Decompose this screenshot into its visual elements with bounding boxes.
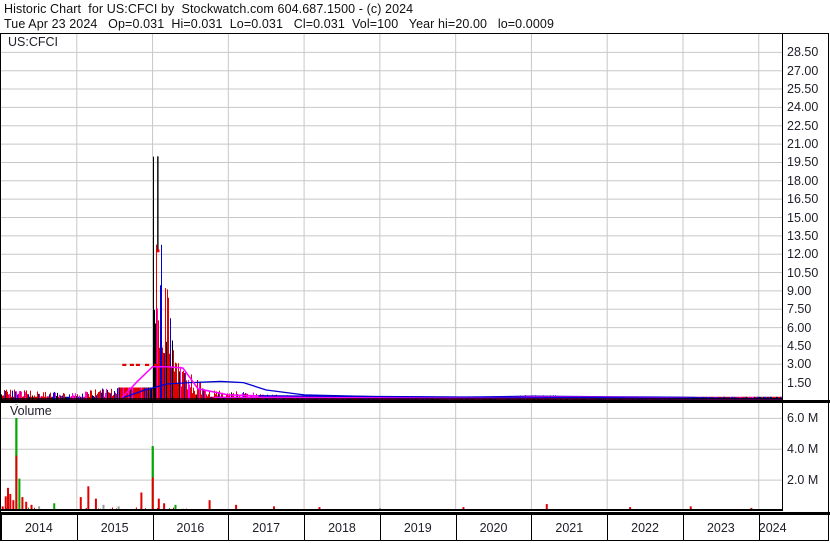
x-axis-divider bbox=[682, 515, 684, 541]
price-axis-tick: 25.50 bbox=[787, 82, 819, 97]
volume-bar bbox=[689, 506, 692, 511]
x-axis-divider bbox=[379, 515, 381, 541]
volume-bar bbox=[140, 492, 143, 511]
volume-bar bbox=[53, 503, 56, 511]
price-axis-tick: 18.00 bbox=[787, 173, 819, 188]
chart-header-quote: Tue Apr 23 2024 Op=0.031 Hi=0.031 Lo=0.0… bbox=[4, 17, 554, 31]
volume-bar bbox=[545, 504, 548, 511]
x-axis-divider bbox=[1, 515, 2, 541]
price-plot-svg bbox=[1, 34, 782, 401]
volume-bar bbox=[12, 500, 15, 511]
price-axis-tick: 3.00 bbox=[787, 357, 812, 372]
chart-header-title: Historic Chart for US:CFCI by Stockwatch… bbox=[4, 2, 414, 16]
volume-bar bbox=[9, 494, 12, 511]
volume-bar bbox=[7, 487, 10, 511]
x-axis-tick: 2021 bbox=[555, 521, 584, 535]
symbol-label: US:CFCI bbox=[6, 35, 60, 49]
x-axis-tick: 2024 bbox=[758, 521, 787, 535]
price-axis-tick: 22.50 bbox=[787, 118, 819, 133]
x-axis-divider bbox=[76, 515, 78, 541]
x-axis-divider bbox=[455, 515, 457, 541]
volume-bar bbox=[30, 504, 33, 511]
x-axis-tick: 2014 bbox=[24, 521, 53, 535]
price-axis-tick: 27.00 bbox=[787, 63, 819, 78]
volume-bar bbox=[163, 503, 166, 511]
volume-axis-tick: 4.0 M bbox=[787, 442, 819, 457]
x-axis-tick: 2022 bbox=[631, 521, 659, 535]
x-axis-tick: 2018 bbox=[328, 521, 356, 535]
volume-panel[interactable] bbox=[1, 403, 783, 511]
x-axis-ticks: 2014 2015 2016 2017 2018 2019 2020 2021 2022 2023… bbox=[1, 515, 830, 541]
volume-bar bbox=[272, 506, 275, 511]
chart-frame: 28.50 27.00 25.50 24.00 22.50 21.00 19.50 18.00… bbox=[0, 33, 830, 541]
volume-bar bbox=[235, 504, 238, 511]
price-axis-tick: 12.00 bbox=[787, 247, 819, 262]
x-axis-tick: 2019 bbox=[403, 521, 432, 535]
price-axis-tick: 4.50 bbox=[787, 338, 812, 353]
volume-axis-tick: 6.0 M bbox=[787, 411, 819, 426]
price-axis-tick: 6.00 bbox=[787, 320, 812, 335]
price-axis-tick: 24.00 bbox=[787, 100, 819, 115]
volume-bar bbox=[38, 506, 41, 511]
volume-bar bbox=[18, 478, 21, 511]
x-axis-tick: 2017 bbox=[252, 521, 281, 535]
volume-bar bbox=[174, 504, 177, 511]
volume-bar bbox=[1, 506, 4, 511]
volume-bar bbox=[94, 498, 97, 511]
volume-axis-labels: 6.0 M 4.0 M 2.0 M bbox=[784, 403, 830, 511]
volume-bar bbox=[79, 497, 82, 511]
volume-bars bbox=[1, 404, 753, 511]
volume-label: Volume bbox=[8, 404, 54, 418]
volume-bar bbox=[208, 500, 211, 511]
x-axis-tick: 2016 bbox=[176, 521, 205, 535]
price-axis-tick: 28.50 bbox=[787, 45, 819, 60]
volume-axis-tick: 2.0 M bbox=[787, 473, 819, 488]
volume-bar bbox=[4, 496, 7, 511]
x-axis-divider bbox=[304, 515, 306, 541]
x-axis-divider bbox=[758, 515, 760, 541]
volume-bar bbox=[25, 501, 28, 511]
x-axis-divider bbox=[531, 515, 533, 541]
volume-plot-svg bbox=[1, 403, 782, 511]
price-axis-tick: 7.50 bbox=[787, 302, 812, 317]
price-axis-tick: 10.50 bbox=[787, 265, 819, 280]
price-axis-tick: 1.50 bbox=[787, 375, 812, 390]
panel-separator bbox=[1, 400, 830, 403]
x-axis-tick: 2015 bbox=[100, 521, 129, 535]
price-axis-tick: 9.00 bbox=[787, 283, 812, 298]
x-axis-divider bbox=[228, 515, 230, 541]
volume-bar bbox=[87, 486, 90, 511]
x-axis-tick: 2020 bbox=[479, 521, 508, 535]
price-axis-labels: 28.50 27.00 25.50 24.00 22.50 21.00 19.50 18.00… bbox=[784, 34, 830, 401]
x-axis-divider bbox=[607, 515, 609, 541]
volume-bar bbox=[21, 497, 24, 511]
price-axis-tick: 16.50 bbox=[787, 192, 819, 207]
volume-bar bbox=[157, 498, 160, 511]
price-axis-tick: 19.50 bbox=[787, 155, 819, 170]
price-panel[interactable] bbox=[1, 34, 783, 401]
price-axis-tick: 15.00 bbox=[787, 210, 819, 225]
price-axis-tick: 21.00 bbox=[787, 137, 819, 152]
x-axis-strip: 2014 2015 2016 2017 2018 2019 2020 2021 2022 2023… bbox=[1, 512, 830, 541]
volume-bar bbox=[117, 506, 120, 511]
x-axis-tick: 2023 bbox=[706, 521, 735, 535]
price-axis-tick: 13.50 bbox=[787, 228, 819, 243]
x-axis-divider bbox=[152, 515, 154, 541]
volume-bar bbox=[102, 504, 105, 511]
